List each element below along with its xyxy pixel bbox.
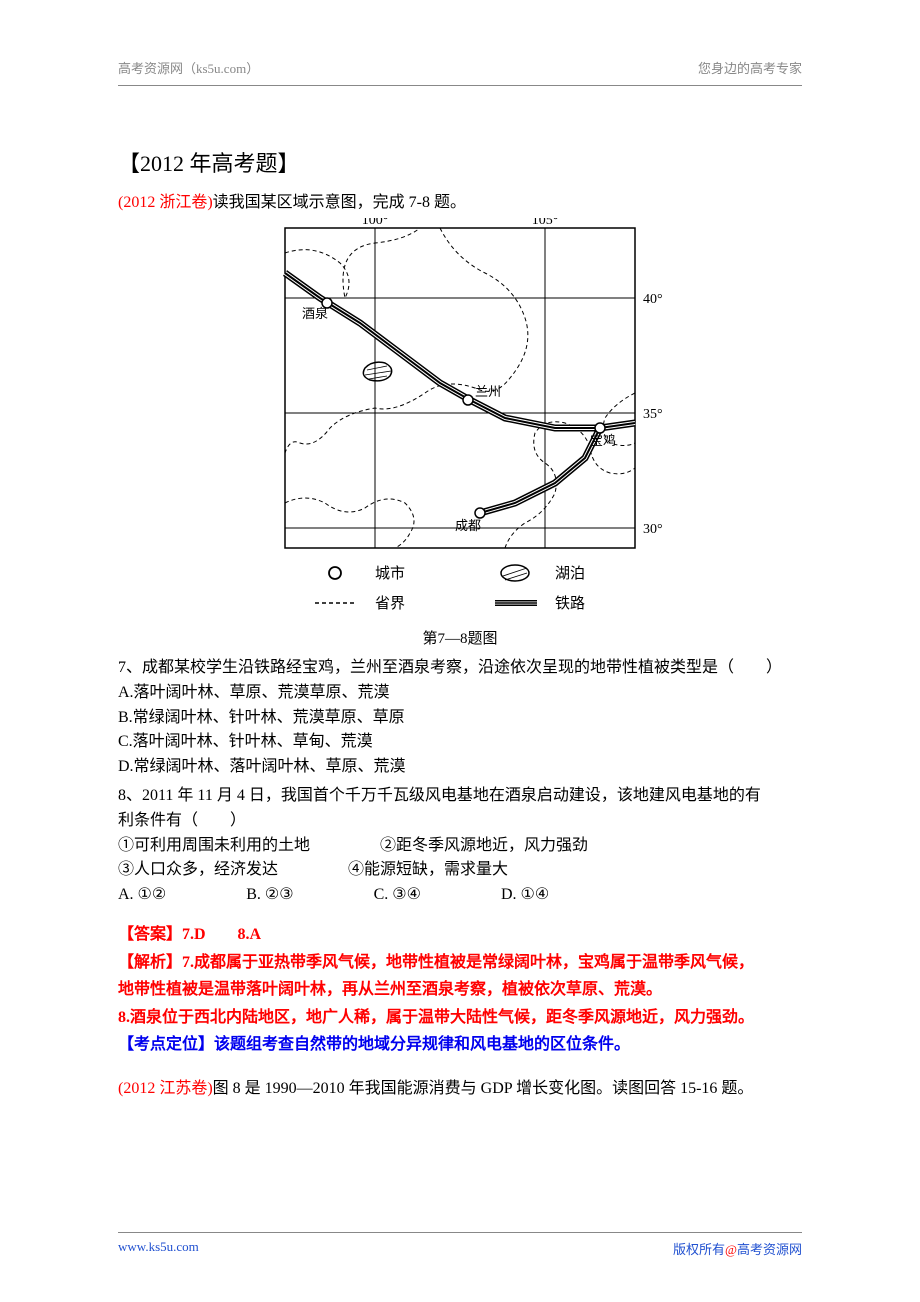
answer-a3: 8.酒泉位于西北内陆地区，地广人稀，属于温带大陆性气候，距冬季风源地近，风力强劲…: [118, 1005, 802, 1031]
footer-right: 版权所有@高考资源网: [673, 1239, 802, 1258]
intro: (2012 浙江卷)读我国某区域示意图，完成 7-8 题。: [118, 188, 802, 212]
answer-block: 【答案】7.D 8.A 【解析】7.成都属于亚热带季风气候，地带性植被是常绿阔叶…: [118, 922, 802, 1058]
q8-l1b: ②距冬季风源地近，风力强劲: [380, 834, 588, 859]
lat-40: 40°: [643, 292, 663, 307]
header-left: 高考资源网（ks5u.com）: [118, 58, 259, 77]
map-caption: 第7—8题图: [118, 627, 802, 648]
footer-right-post: 高考资源网: [737, 1242, 802, 1257]
q8-C: C. ③④: [374, 883, 421, 908]
footer-right-at: @: [725, 1242, 737, 1257]
legend-city: 城市: [375, 565, 405, 582]
answer-ans: 【答案】7.D 8.A: [118, 922, 802, 948]
lat-35: 35°: [643, 407, 663, 422]
q8-D: D. ①④: [501, 883, 549, 908]
map-svg: 100° 105° 40° 35° 30°: [245, 218, 675, 618]
q8-l2a: ③人口众多，经济发达: [118, 858, 278, 883]
answer-a1: 【解析】7.成都属于亚热带季风气候，地带性植被是常绿阔叶林，宝鸡属于温带季风气候…: [118, 950, 802, 976]
footer-rule: [118, 1232, 802, 1233]
q7-A: A.落叶阔叶林、草原、荒漠草原、荒漠: [118, 681, 802, 706]
q7: 7、成都某校学生沿铁路经宝鸡，兰州至酒泉考察，沿途依次呈现的地带性植被类型是（ …: [118, 656, 802, 780]
legend-rail: 铁路: [555, 595, 585, 612]
map-figure: 100° 105° 40° 35° 30°: [118, 218, 802, 648]
source-tag: (2012 浙江卷): [118, 194, 213, 211]
q7-D: D.常绿阔叶林、落叶阔叶林、草原、荒漠: [118, 755, 802, 780]
lon-105: 105°: [532, 218, 559, 228]
q8-l2b: ④能源短缺，需求量大: [348, 858, 508, 883]
q8-A: A. ①②: [118, 883, 166, 908]
q7-stem: 7、成都某校学生沿铁路经宝鸡，兰州至酒泉考察，沿途依次呈现的地带性植被类型是（ …: [118, 656, 802, 681]
header-right: 您身边的高考专家: [698, 58, 802, 77]
city-jiuquan: 酒泉: [302, 306, 328, 321]
post-rest: 图 8 是 1990—2010 年我国能源消费与 GDP 增长变化图。读图回答 …: [213, 1080, 754, 1097]
post-source: (2012 江苏卷): [118, 1080, 213, 1097]
city-lanzhou: 兰州: [475, 384, 501, 399]
page-title: 【2012 年高考题】: [118, 146, 802, 178]
q7-C: C.落叶阔叶林、针叶林、草甸、荒漠: [118, 730, 802, 755]
lat-30: 30°: [643, 522, 663, 537]
q8: 8、2011 年 11 月 4 日，我国首个千万千瓦级风电基地在酒泉启动建设，该…: [118, 784, 802, 908]
q8-l1a: ①可利用周围未利用的土地: [118, 834, 310, 859]
footer: www.ks5u.com 版权所有@高考资源网: [118, 1232, 802, 1258]
post-intro: (2012 江苏卷)图 8 是 1990—2010 年我国能源消费与 GDP 增…: [118, 1074, 802, 1098]
city-chengdu: 成都: [455, 518, 481, 533]
footer-right-pre: 版权所有: [673, 1242, 725, 1257]
legend-border: 省界: [375, 595, 405, 612]
q8-stem2: 利条件有（ ）: [118, 809, 802, 834]
legend-lake: 湖泊: [555, 565, 585, 582]
lon-100: 100°: [362, 218, 389, 228]
city-baoji: 宝鸡: [590, 433, 616, 448]
q8-B: B. ②③: [246, 883, 293, 908]
q7-B: B.常绿阔叶林、针叶林、荒漠草原、草原: [118, 706, 802, 731]
q8-stem1: 8、2011 年 11 月 4 日，我国首个千万千瓦级风电基地在酒泉启动建设，该…: [118, 784, 802, 809]
answer-a2: 地带性植被是温带落叶阔叶林，再从兰州至酒泉考察，植被依次草原、荒漠。: [118, 977, 802, 1003]
answer-a4: 【考点定位】该题组考查自然带的地域分异规律和风电基地的区位条件。: [118, 1032, 802, 1058]
intro-rest: 读我国某区域示意图，完成 7-8 题。: [213, 194, 466, 211]
footer-left: www.ks5u.com: [118, 1239, 199, 1258]
